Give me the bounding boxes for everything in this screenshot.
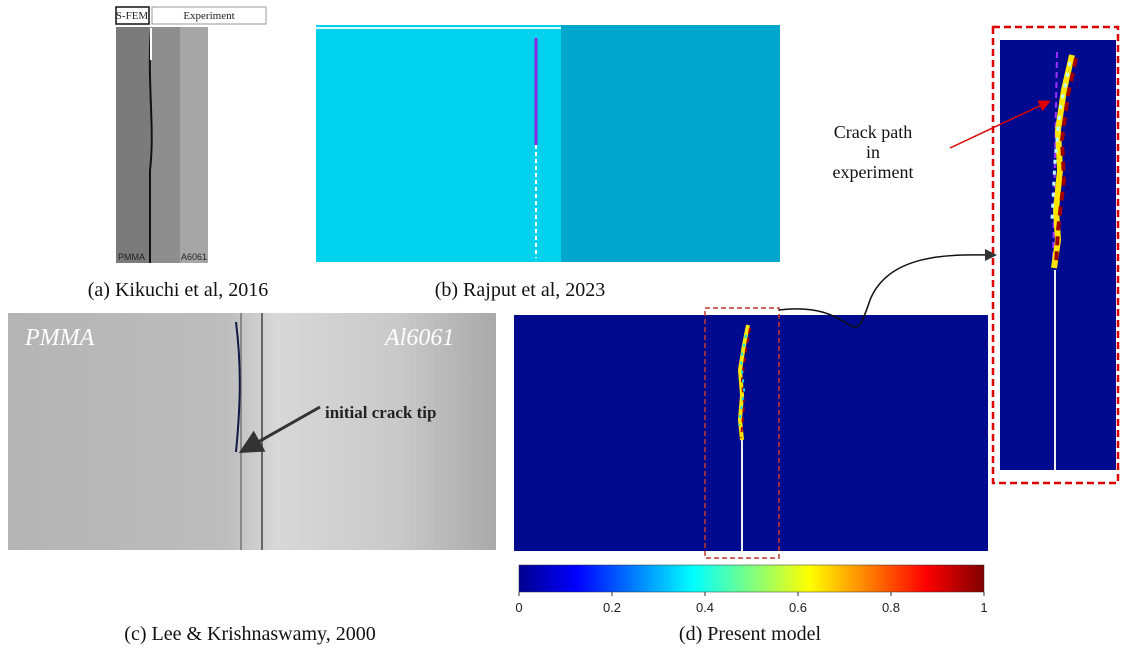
annotation: initial crack tip — [325, 403, 436, 422]
material-label: PMMA — [24, 325, 95, 351]
tick-label: 0.2 — [603, 600, 621, 615]
material-label: PMMA — [118, 252, 145, 262]
annotation: experiment — [833, 162, 914, 182]
panel-a: S-FEM Experiment PMMA A6061 (a) Kikuchi … — [88, 6, 269, 301]
caption: (b) Rajput et al, 2023 — [435, 279, 606, 301]
inset: Crack path in experiment — [778, 25, 1120, 485]
material-label: A6061 — [181, 252, 207, 262]
caption: (d) Present model — [679, 623, 822, 645]
caption: (c) Lee & Krishnaswamy, 2000 — [124, 623, 375, 645]
annotation: Crack path — [834, 122, 912, 142]
panel-b: (b) Rajput et al, 2023 — [316, 25, 780, 301]
tick-label: 0.4 — [696, 600, 714, 615]
tick-label: 1 — [980, 600, 987, 615]
tick-label: 0.8 — [882, 600, 900, 615]
tick-label: 0.6 — [789, 600, 807, 615]
annotation: in — [866, 142, 880, 162]
tick-label: 0 — [515, 600, 522, 615]
label: Experiment — [183, 10, 234, 22]
panel-c: PMMA Al6061 initial crack tip (c) Lee & … — [8, 313, 496, 645]
label: S-FEM — [116, 10, 149, 22]
material-label: Al6061 — [383, 325, 454, 351]
caption: (a) Kikuchi et al, 2016 — [88, 279, 269, 301]
panel-d: (d) Present model 0 0.2 0.4 0.6 0.8 1 — [514, 307, 988, 645]
